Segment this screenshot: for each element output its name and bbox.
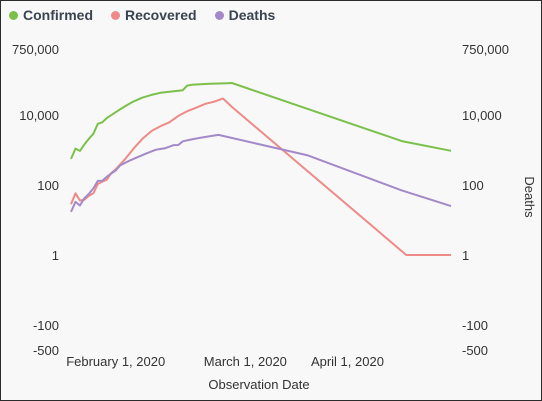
legend-item-deaths[interactable]: Deaths	[214, 7, 276, 23]
series-line-recovered[interactable]	[70, 97, 451, 256]
y-tick-label-right: 100	[462, 178, 484, 193]
y-tick-label-right: -100	[462, 318, 488, 333]
y-tick-label-right: 10,000	[462, 108, 502, 123]
legend-label-recovered: Recovered	[125, 7, 197, 23]
x-tick-label: April 1, 2020	[311, 354, 384, 369]
y-tick-label-left: 1	[52, 248, 59, 263]
series-lines	[70, 82, 452, 256]
series-line-confirmed[interactable]	[70, 82, 452, 160]
x-axis: February 1, 2020 March 1, 2020 April 1, 20…	[66, 354, 384, 369]
y-tick-label-left: 10,000	[19, 108, 59, 123]
x-tick-label: February 1, 2020	[66, 354, 165, 369]
y-axis-left: 750,000 10,000 100 1 -100 -500	[12, 42, 59, 358]
y-axis-right: 750,000 10,000 100 1 -100 -500	[462, 42, 509, 358]
series-line-deaths[interactable]	[70, 133, 452, 213]
y-tick-label-left: -500	[33, 343, 59, 358]
y-tick-label-right: 1	[462, 248, 469, 263]
x-axis-title: Observation Date	[208, 377, 309, 392]
y-axis-right-title: Deaths	[522, 176, 537, 218]
y-tick-label-left: -100	[33, 318, 59, 333]
legend: Confirmed Recovered Deaths	[9, 7, 275, 23]
y-tick-label-right: 750,000	[462, 42, 509, 57]
deaths-dot-icon	[214, 10, 224, 20]
confirmed-dot-icon	[9, 10, 18, 20]
legend-item-confirmed[interactable]: Confirmed	[9, 7, 93, 23]
y-tick-label-left: 750,000	[12, 42, 59, 57]
y-tick-label-right: -500	[462, 343, 488, 358]
x-tick-label: March 1, 2020	[204, 354, 287, 369]
legend-item-recovered[interactable]: Recovered	[111, 7, 197, 23]
recovered-dot-icon	[111, 10, 120, 20]
legend-label-confirmed: Confirmed	[23, 7, 93, 23]
legend-label-deaths: Deaths	[228, 7, 276, 23]
y-tick-label-left: 100	[37, 178, 59, 193]
